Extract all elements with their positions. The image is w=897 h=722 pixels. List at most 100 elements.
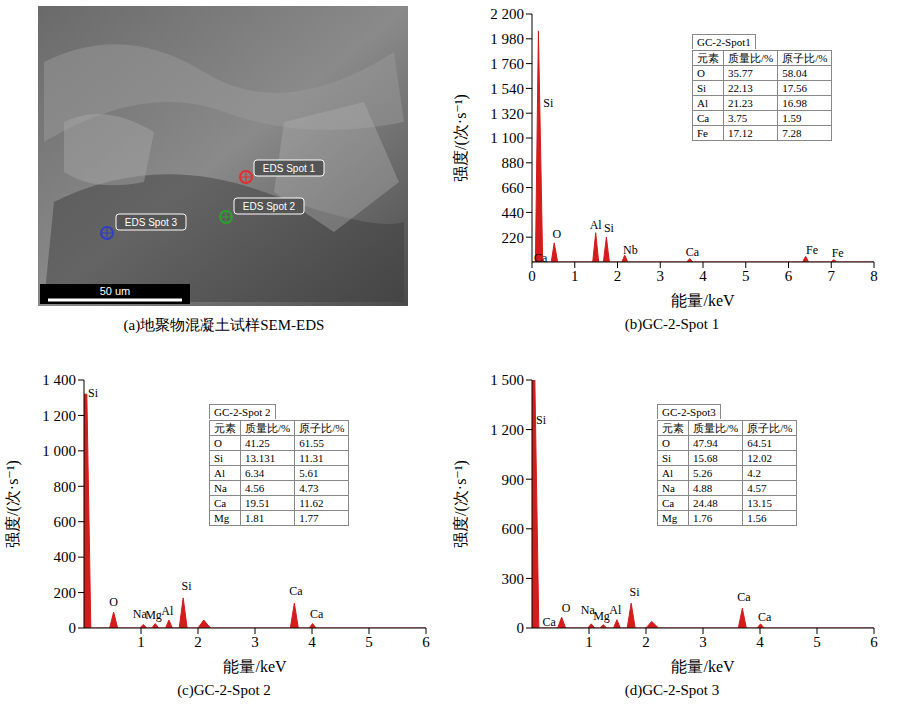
html-text:17.56: 17.56 (782, 82, 807, 94)
svg-text:660: 660 (502, 180, 525, 196)
html-text:21.23: 21.23 (728, 97, 753, 109)
svg-text:2: 2 (642, 634, 650, 650)
svg-text:6: 6 (870, 634, 878, 650)
html-text:(a)地聚物混凝土试样SEM-EDS: (a)地聚物混凝土试样SEM-EDS (123, 317, 325, 333)
svg-text:4: 4 (308, 634, 316, 650)
html-text:(b)GC-2-Spot 1: (b)GC-2-Spot 1 (624, 316, 720, 332)
svg-text:1 760: 1 760 (490, 56, 524, 72)
svg-text:1 500: 1 500 (490, 372, 524, 388)
svg-text:5: 5 (365, 634, 373, 650)
svg-text:Ca: Ca (686, 245, 700, 259)
svg-text:200: 200 (54, 585, 77, 601)
html-text:3.75: 3.75 (728, 112, 748, 124)
svg-text:O: O (109, 595, 118, 609)
svg-text:1: 1 (585, 634, 593, 650)
svg-text:EDS Spot 1: EDS Spot 1 (263, 163, 316, 174)
svg-text:600: 600 (54, 514, 77, 530)
svg-text:Nb: Nb (623, 243, 638, 257)
svg-text:6: 6 (785, 268, 793, 284)
html-text:1.59: 1.59 (782, 112, 802, 124)
svg-text:3: 3 (699, 634, 707, 650)
svg-text:Fe: Fe (832, 246, 844, 260)
svg-text:Mg: Mg (593, 609, 610, 623)
html-text:22.13: 22.13 (728, 82, 753, 94)
svg-text:0: 0 (517, 620, 525, 636)
svg-text:O: O (562, 601, 571, 615)
html-text:元素: 元素 (697, 52, 719, 64)
svg-text:1 000: 1 000 (42, 443, 76, 459)
svg-text:4: 4 (699, 268, 707, 284)
svg-text:强度/(次·s⁻¹): 强度/(次·s⁻¹) (4, 460, 22, 548)
html-text:Ca: Ca (697, 112, 710, 124)
svg-text:Al: Al (590, 218, 603, 232)
svg-text:1: 1 (137, 634, 145, 650)
svg-text:Si: Si (536, 413, 547, 427)
svg-text:EDS Spot 3: EDS Spot 3 (125, 217, 178, 228)
svg-text:6: 6 (422, 634, 430, 650)
svg-text:Si: Si (630, 585, 641, 599)
html-text:35.77: 35.77 (728, 67, 753, 79)
svg-text:220: 220 (502, 230, 525, 246)
svg-text:1 100: 1 100 (490, 130, 524, 146)
svg-text:880: 880 (502, 155, 525, 171)
svg-text:5: 5 (742, 268, 750, 284)
svg-text:Na: Na (580, 603, 595, 618)
html-text:58.04: 58.04 (782, 67, 807, 79)
svg-text:50 um: 50 um (100, 285, 131, 297)
svg-text:1 200: 1 200 (42, 408, 76, 424)
svg-text:Na: Na (132, 607, 147, 622)
svg-text:900: 900 (502, 472, 525, 488)
svg-text:Ca: Ca (737, 590, 751, 604)
html-text:质量比/%: 质量比/% (728, 52, 774, 64)
svg-text:2 200: 2 200 (490, 6, 524, 22)
svg-text:O: O (552, 227, 561, 241)
svg-text:300: 300 (502, 571, 525, 587)
svg-text:Al: Al (161, 604, 174, 618)
html-text:(c)GC-2-Spot 2: (c)GC-2-Spot 2 (177, 682, 271, 698)
svg-text:2: 2 (614, 268, 622, 284)
svg-text:1 320: 1 320 (490, 106, 524, 122)
svg-text:7: 7 (828, 268, 836, 284)
svg-text:1: 1 (571, 268, 579, 284)
svg-text:1 200: 1 200 (490, 422, 524, 438)
svg-text:600: 600 (502, 521, 525, 537)
svg-text:强度/(次·s⁻¹): 强度/(次·s⁻¹) (452, 94, 470, 182)
svg-text:1 540: 1 540 (490, 81, 524, 97)
svg-text:Si: Si (604, 221, 615, 235)
svg-text:Ca: Ca (289, 584, 303, 598)
svg-text:能量/keV: 能量/keV (671, 292, 735, 309)
svg-text:800: 800 (54, 479, 77, 495)
svg-text:2: 2 (194, 634, 202, 650)
svg-text:Ca: Ca (310, 607, 324, 621)
svg-text:0: 0 (528, 268, 536, 284)
html-text:(d)GC-2-Spot 3: (d)GC-2-Spot 3 (624, 682, 720, 698)
html-text:17.12: 17.12 (728, 127, 753, 139)
svg-text:440: 440 (502, 205, 525, 221)
svg-text:4: 4 (756, 634, 764, 650)
svg-text:1 400: 1 400 (42, 372, 76, 388)
html-text:原子比/%: 原子比/% (782, 52, 828, 64)
svg-text:3: 3 (251, 634, 259, 650)
html-text:GC-2-Spot1: GC-2-Spot1 (697, 36, 751, 48)
svg-text:能量/keV: 能量/keV (223, 658, 287, 675)
html-text:16.98: 16.98 (782, 97, 807, 109)
svg-text:Ca: Ca (542, 615, 556, 629)
svg-text:5: 5 (813, 634, 821, 650)
svg-text:Si: Si (543, 96, 554, 110)
svg-text:Ca: Ca (534, 251, 548, 265)
svg-text:Mg: Mg (145, 608, 162, 622)
svg-text:3: 3 (657, 268, 665, 284)
svg-text:400: 400 (54, 549, 77, 565)
html-text:7.28: 7.28 (782, 127, 802, 139)
svg-text:能量/keV: 能量/keV (671, 658, 735, 675)
svg-text:0: 0 (69, 620, 77, 636)
svg-text:Al: Al (609, 603, 622, 617)
svg-text:1 980: 1 980 (490, 31, 524, 47)
svg-text:Fe: Fe (806, 243, 818, 257)
svg-text:Si: Si (182, 579, 193, 593)
svg-text:Ca: Ca (758, 610, 772, 624)
svg-text:强度/(次·s⁻¹): 强度/(次·s⁻¹) (452, 460, 470, 548)
svg-text:EDS Spot 2: EDS Spot 2 (243, 201, 296, 212)
svg-text:Si: Si (88, 386, 99, 400)
svg-text:8: 8 (870, 268, 878, 284)
